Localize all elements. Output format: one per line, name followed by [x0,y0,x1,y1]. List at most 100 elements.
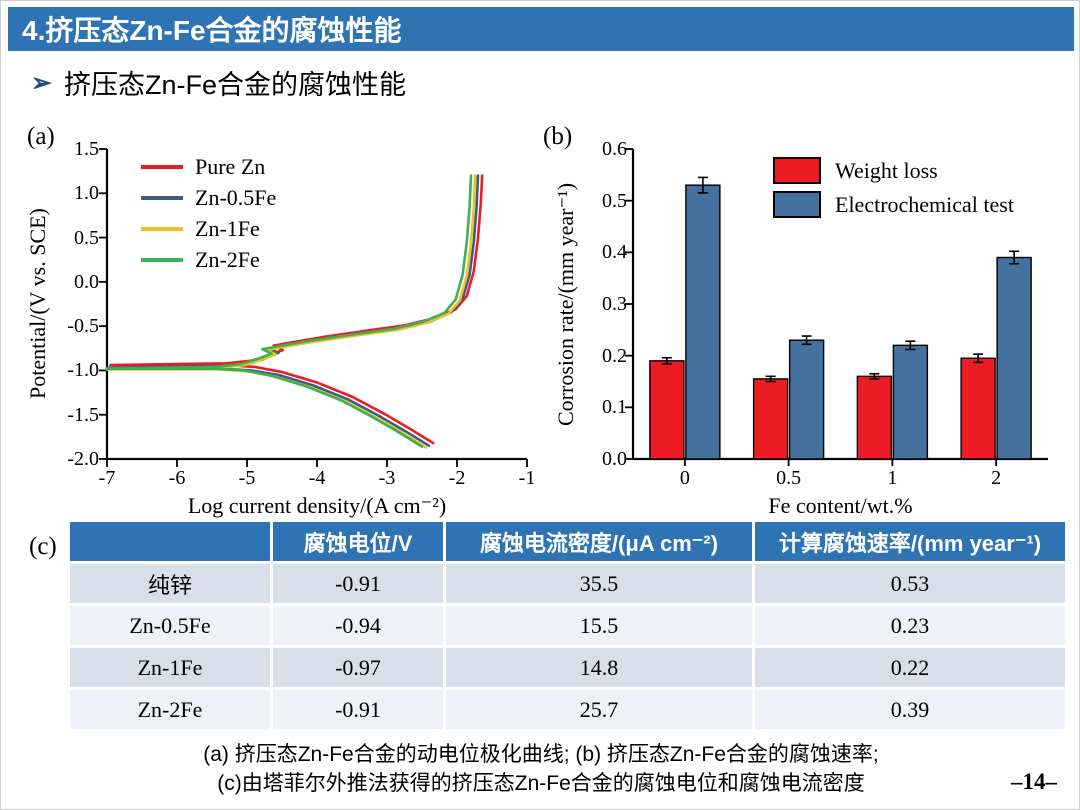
table-cell: -0.91 [273,690,443,729]
legend-label: Electrochemical test [835,191,1014,217]
results-table: 腐蚀电位/V 腐蚀电流密度/(μA cm⁻²) 计算腐蚀速率/(mm year⁻… [67,519,1068,732]
chart-a-xtick-label: -6 [168,467,186,489]
legend-item-zn05fe: Zn-0.5Fe [141,182,276,213]
chart-a-ytick-label: 0.0 [74,270,99,293]
chart-a-plot-area: Pure Zn Zn-0.5Fe Zn-1Fe Zn-2Fe [99,148,528,467]
chart-b-ytick-label: 0.2 [602,344,627,367]
table-cell: 15.5 [446,606,752,645]
legend-item-zn1fe: Zn-1Fe [141,213,276,244]
results-table-panel: (c) 腐蚀电位/V 腐蚀电流密度/(μA cm⁻²) 计算腐蚀速率/(mm y… [1,519,1079,734]
chart-a-ytick-label: -1.5 [67,403,99,426]
table-row: Zn-2Fe -0.91 25.7 0.39 [70,690,1065,729]
chart-a-xtick-label: -1 [518,467,536,489]
chart-b-ytick-label: 0.1 [602,396,627,419]
chart-b-category-label: 0.5 [776,467,802,489]
panel-label-a: (a) [27,123,55,150]
page-number: –14– [1011,769,1057,794]
table-cell: 14.8 [446,648,752,687]
chart-a-ytick-label: -0.5 [67,315,99,338]
chart-b-x-axis-title: Fe content/wt.% [768,493,913,518]
legend-label: Weight loss [835,157,938,183]
legend-item-electrochemical-test: Electrochemical test [773,191,1014,218]
chart-b-category-label: 2 [991,467,1002,489]
legend-label: Pure Zn [195,153,266,179]
table-row-label: Zn-0.5Fe [70,606,270,645]
slide-title: 4.挤压态Zn-Fe合金的腐蚀性能 [22,15,402,46]
chart-a-xtick-label: -2 [448,467,466,489]
zn2fe-line-swatch [141,257,183,262]
chart-a-ytick-label: -2.0 [67,448,99,470]
table-header-current-density: 腐蚀电流密度/(μA cm⁻²) [446,522,752,561]
table-header-row: 腐蚀电位/V 腐蚀电流密度/(μA cm⁻²) 计算腐蚀速率/(mm year⁻… [70,522,1065,561]
chart-b-category-label: 0 [679,467,690,489]
figure-caption-line1: (a) 挤压态Zn-Fe合金的动电位极化曲线; (b) 挤压态Zn-Fe合金的腐… [203,743,879,766]
bar-Electrochemical test-2 [996,256,1032,460]
table-cell: 0.53 [755,564,1065,603]
legend-label: Zn-2Fe [195,246,260,272]
table-row: 纯锌 -0.91 35.5 0.53 [70,564,1065,603]
bar-Weight loss-2 [960,357,996,460]
table-row-label: 纯锌 [70,564,270,603]
chart-a-ytick-label: -1.0 [67,359,99,382]
legend-label: Zn-0.5Fe [195,184,277,210]
table-header-corrosion-rate: 计算腐蚀速率/(mm year⁻¹) [755,522,1065,561]
curve-Zn-2Fe [105,174,473,448]
table-cell: -0.97 [273,648,443,687]
chart-a-ytick-label: 1.5 [74,138,99,160]
pure-zn-line-swatch [141,164,183,169]
table-row-label: Zn-2Fe [70,690,270,729]
chart-b-ytick-label: 0.3 [602,293,627,315]
table-cell: 25.7 [446,690,752,729]
bar-Weight loss-0.5 [752,378,789,460]
curve-Zn-0.5Fe [105,174,480,448]
polarization-chart-panel: (a) Potential/(V vs. SCE) Pure Zn Zn-0.5… [19,113,539,519]
chart-b-ytick-label: 0.5 [602,189,627,212]
table-cell: -0.94 [273,606,443,645]
bar-Electrochemical test-0 [685,184,721,460]
table-row: Zn-1Fe -0.97 14.8 0.22 [70,648,1065,687]
chart-a-ytick-label: 0.5 [74,226,99,249]
chart-a-xtick-label: -7 [98,467,116,489]
table-cell: 0.39 [755,690,1065,729]
chart-b-category-label: 1 [887,467,898,489]
polarization-curves-svg [99,148,528,467]
table-cell: 35.5 [446,564,752,603]
slide-title-bar: 4.挤压态Zn-Fe合金的腐蚀性能 [8,7,1074,51]
chart-b-ytick-label: 0.4 [602,241,627,264]
bar-Electrochemical test-1 [892,344,929,460]
chart-a-legend: Pure Zn Zn-0.5Fe Zn-1Fe Zn-2Fe [141,151,276,275]
table-cell: 0.23 [755,606,1065,645]
legend-item-pure-zn: Pure Zn [141,151,276,182]
table-row: Zn-0.5Fe -0.94 15.5 0.23 [70,606,1065,645]
chart-b-ytick-label: 0.0 [602,448,627,470]
table-header-potential: 腐蚀电位/V [273,522,443,561]
legend-item-zn2fe: Zn-2Fe [141,244,276,275]
figure-caption-line2: (c)由塔菲尔外推法获得的挤压态Zn-Fe合金的腐蚀电位和腐蚀电流密度 [217,772,865,795]
bar-Weight loss-0 [649,360,685,460]
corrosion-rate-chart-panel: (b) Corrosion rate/(mm year⁻¹) Weight lo… [541,113,1075,519]
table-cell: -0.91 [273,564,443,603]
chart-a-ytick-label: 1.0 [74,182,99,205]
panel-label-b: (b) [543,123,573,150]
table-row-label: Zn-1Fe [70,648,270,687]
chart-b-plot-area: Weight loss Electrochemical test [625,148,1048,466]
legend-item-weight-loss: Weight loss [773,157,1014,184]
chart-a-x-axis-title: Log current density/(A cm⁻²) [187,493,447,518]
bullet-row: ➢ 挤压态Zn-Fe合金的腐蚀性能 [31,63,406,102]
chart-a-xtick-label: -4 [308,467,326,489]
panel-label-c: (c) [29,533,57,560]
section-subtitle: 挤压态Zn-Fe合金的腐蚀性能 [63,70,406,100]
zn05fe-line-swatch [141,195,183,200]
chart-a-xtick-label: -5 [238,467,256,489]
bar-Weight loss-1 [856,375,893,460]
table-header-empty [70,522,270,561]
zn1fe-line-swatch [141,226,183,231]
chart-b-ytick-label: 0.6 [602,138,627,160]
chart-a-xtick-label: -3 [378,467,396,489]
weight-loss-swatch [773,157,821,184]
corrosion-rate-bars-svg [625,148,1048,466]
legend-label: Zn-1Fe [195,215,260,241]
electrochemical-test-swatch [773,191,821,218]
bar-Electrochemical test-0.5 [788,339,825,460]
